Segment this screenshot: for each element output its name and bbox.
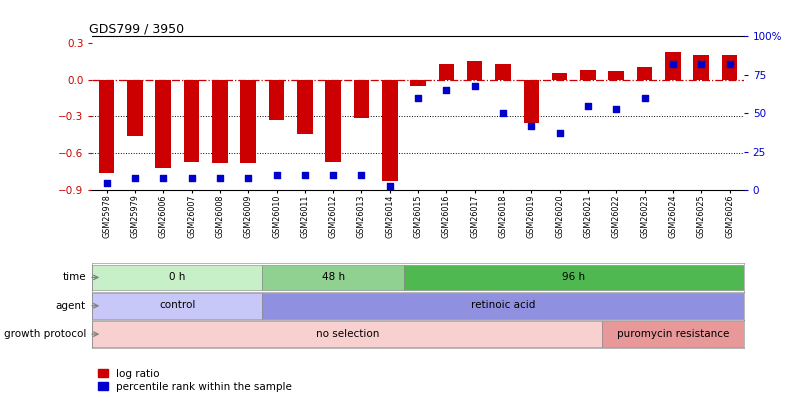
Point [383, 183, 396, 189]
Point [185, 175, 198, 181]
Bar [403, 265, 743, 290]
Text: puromycin resistance: puromycin resistance [616, 328, 728, 339]
Bar [296, 79, 312, 134]
Bar [438, 64, 454, 79]
Bar [92, 322, 601, 347]
Point [355, 172, 368, 178]
Bar [325, 79, 340, 162]
Text: agent: agent [55, 301, 86, 311]
Point [100, 179, 113, 186]
Bar [92, 265, 262, 290]
Point [213, 175, 226, 181]
Point [411, 95, 424, 101]
Point [496, 110, 509, 117]
Point [552, 130, 565, 136]
Text: 0 h: 0 h [169, 272, 185, 282]
Bar [92, 293, 262, 318]
Bar [212, 79, 227, 163]
Text: GDS799 / 3950: GDS799 / 3950 [89, 22, 184, 35]
Bar [636, 67, 651, 79]
Text: time: time [63, 273, 86, 282]
Bar [467, 61, 482, 79]
Point [298, 172, 311, 178]
Point [242, 175, 255, 181]
Point [270, 172, 283, 178]
Legend: log ratio, percentile rank within the sample: log ratio, percentile rank within the sa… [97, 369, 292, 392]
Point [609, 106, 622, 112]
Text: 96 h: 96 h [561, 272, 585, 282]
Text: 48 h: 48 h [321, 272, 344, 282]
Text: no selection: no selection [316, 328, 378, 339]
Bar [240, 79, 255, 163]
Point [638, 95, 650, 101]
Point [666, 61, 679, 67]
Bar [601, 322, 743, 347]
Bar [99, 79, 114, 173]
Bar [262, 265, 403, 290]
Point [326, 172, 339, 178]
Bar [721, 55, 736, 79]
Bar [381, 79, 397, 181]
Bar [495, 64, 510, 79]
Bar [184, 79, 199, 162]
Bar [268, 79, 284, 120]
Point [694, 61, 707, 67]
Point [722, 61, 735, 67]
Bar [692, 55, 708, 79]
Point [581, 102, 593, 109]
Text: retinoic acid: retinoic acid [471, 300, 535, 310]
Point [439, 87, 452, 94]
Bar [608, 71, 623, 79]
Point [524, 122, 537, 129]
Bar [155, 79, 171, 168]
Bar [523, 79, 539, 123]
Bar [127, 79, 143, 136]
Bar [410, 79, 426, 86]
Bar [353, 79, 369, 118]
Bar [262, 293, 743, 318]
Bar [664, 53, 680, 79]
Text: control: control [159, 300, 195, 310]
Bar [580, 70, 595, 79]
Point [128, 175, 141, 181]
Point [467, 83, 480, 89]
Point [157, 175, 169, 181]
Text: growth protocol: growth protocol [3, 329, 86, 339]
Bar [551, 73, 567, 79]
